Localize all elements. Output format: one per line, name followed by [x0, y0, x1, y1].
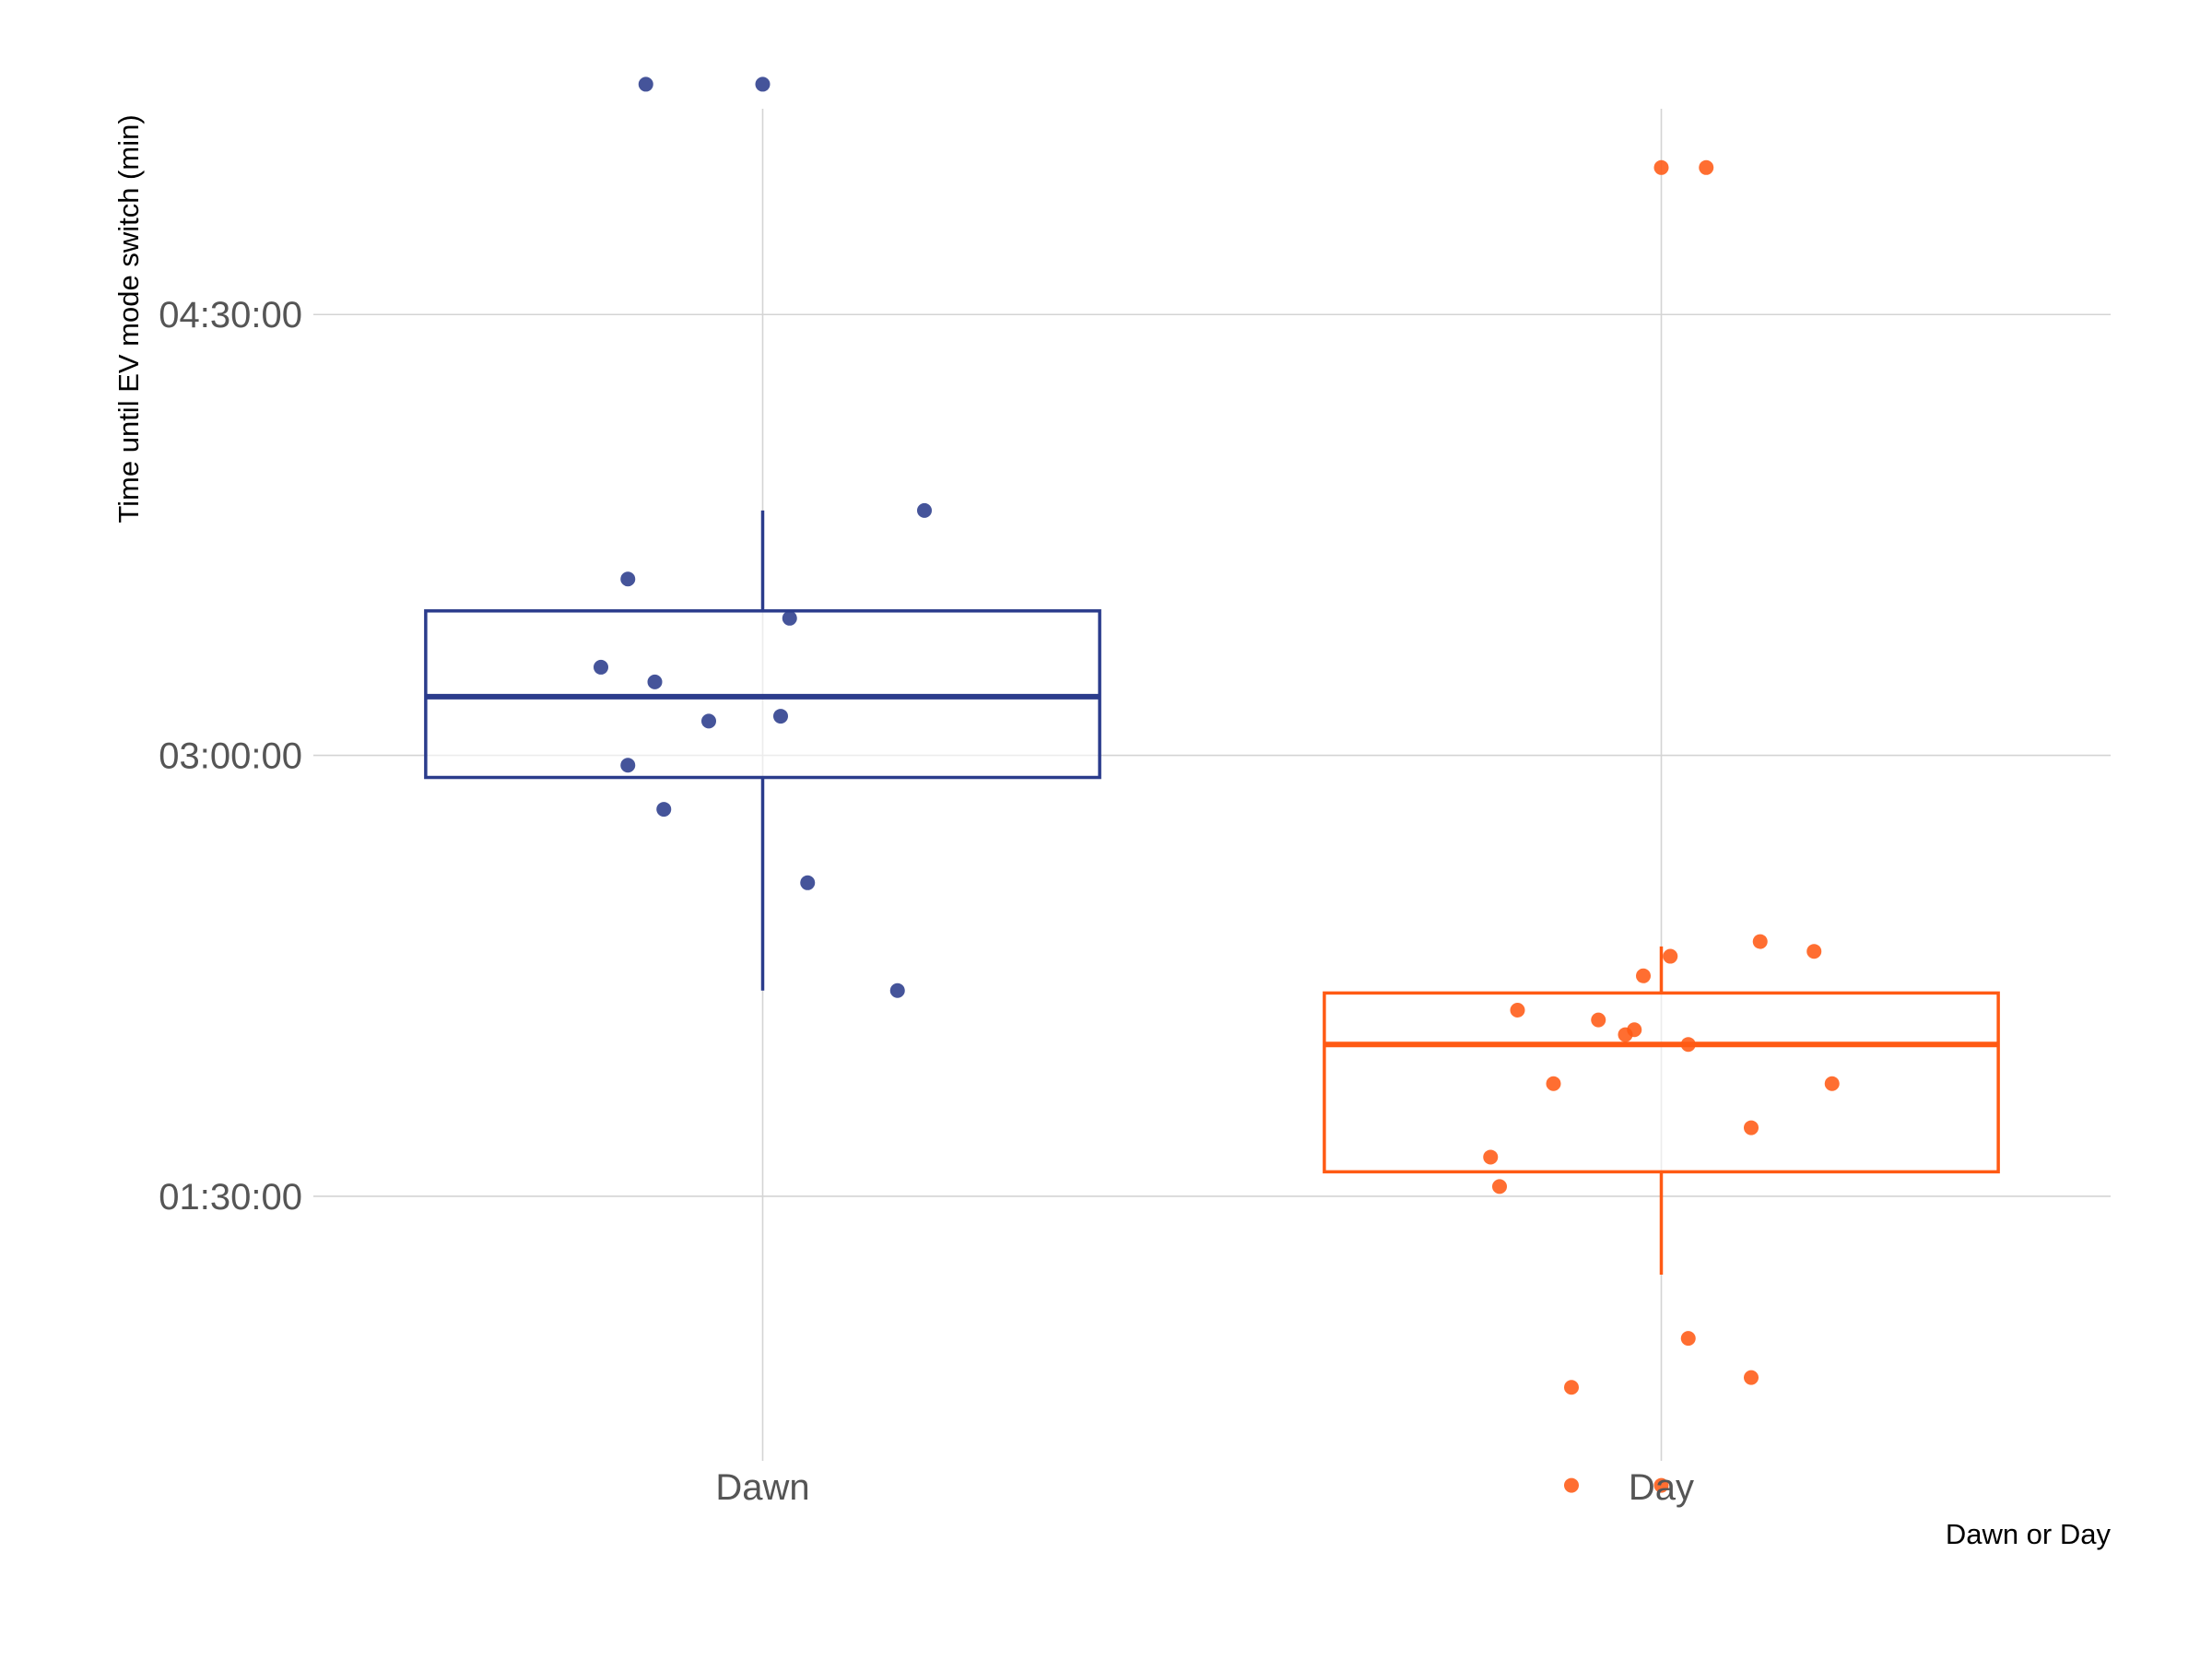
data-point	[1636, 968, 1651, 983]
data-point	[1653, 1477, 1669, 1493]
data-point	[1510, 1003, 1525, 1018]
data-point	[1653, 159, 1669, 175]
data-point	[1627, 1022, 1642, 1038]
data-point	[1824, 1076, 1840, 1091]
data-point	[1752, 934, 1768, 949]
box-layer	[424, 510, 2000, 1276]
y-axis-label: Time until EV mode switch (min)	[112, 114, 145, 523]
data-point	[1744, 1120, 1759, 1135]
data-point	[1564, 1380, 1579, 1395]
data-point	[1699, 159, 1714, 175]
point-layer	[594, 76, 1840, 1493]
data-point	[1744, 1370, 1759, 1385]
data-point	[889, 982, 905, 998]
x-tick-label: Dawn	[715, 1467, 809, 1508]
data-point	[1483, 1149, 1499, 1165]
data-point	[1806, 944, 1822, 959]
y-tick-label: 01:30:00	[159, 1177, 302, 1218]
data-point	[656, 802, 672, 818]
data-point	[1591, 1012, 1606, 1028]
x-axis-label: Dawn or Day	[1946, 1518, 2112, 1550]
box-iqr	[1323, 991, 2000, 1174]
data-point	[1680, 1331, 1696, 1347]
data-point	[773, 709, 788, 724]
axis-layer: 01:30:00 03:00:00 04:30:00 Dawn Day	[159, 295, 1694, 1508]
data-point	[620, 571, 636, 587]
data-point	[638, 76, 653, 92]
data-point	[1546, 1076, 1561, 1091]
data-point	[800, 875, 816, 890]
data-point	[917, 502, 932, 518]
data-point	[782, 610, 797, 626]
data-point	[701, 713, 716, 729]
grid-layer	[313, 109, 2111, 1461]
data-point	[1564, 1477, 1579, 1493]
data-point	[647, 674, 663, 689]
data-point	[1492, 1179, 1507, 1194]
data-point	[620, 758, 636, 773]
y-tick-label: 03:00:00	[159, 736, 302, 777]
data-point	[1680, 1037, 1696, 1053]
x-tick-label: Day	[1629, 1467, 1694, 1508]
data-point	[755, 76, 771, 92]
data-point	[1663, 948, 1678, 964]
data-point	[594, 659, 608, 675]
y-tick-label: 04:30:00	[159, 295, 302, 335]
